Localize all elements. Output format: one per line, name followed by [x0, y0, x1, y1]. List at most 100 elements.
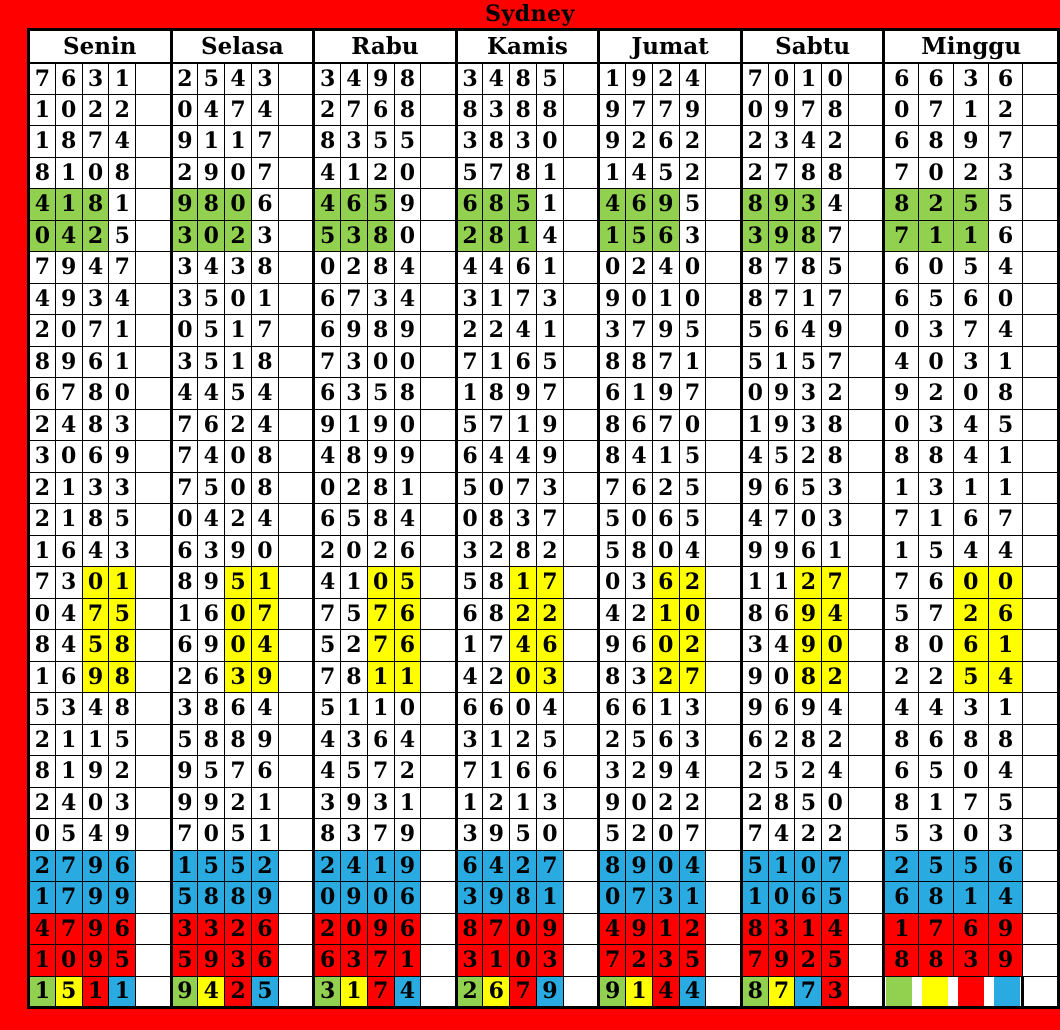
- digit-cell: 9: [536, 408, 564, 441]
- digit-cell: 7: [767, 251, 796, 284]
- digit-cell: 3: [169, 282, 199, 315]
- digit-cell: 7: [169, 440, 199, 473]
- digit-cell: 6: [767, 314, 796, 347]
- digit-cell: 1: [651, 912, 680, 945]
- digit-cell: 4: [767, 629, 796, 662]
- digit-cell: 9: [81, 944, 110, 977]
- digit-cell: 9: [224, 534, 252, 567]
- digit-cell: 4: [197, 93, 226, 126]
- digit-cell: 7: [918, 597, 954, 630]
- digit-cell: 3: [918, 471, 954, 504]
- digit-cell: 1: [767, 849, 796, 882]
- digit-cell: 5: [169, 723, 199, 756]
- digit-cell: 6: [625, 188, 653, 221]
- digit-cell: 6: [651, 125, 680, 158]
- spacer-cell: [135, 503, 173, 536]
- digit-cell: 0: [108, 377, 137, 410]
- digit-cell: 2: [625, 818, 653, 851]
- digit-cell: 0: [81, 156, 110, 189]
- digit-cell: 0: [952, 377, 989, 410]
- spacer-cell: [705, 692, 743, 725]
- spacer-cell: [1022, 471, 1060, 504]
- spacer-cell: [848, 944, 886, 977]
- digit-cell: 6: [651, 566, 680, 599]
- digit-cell: 1: [454, 786, 484, 819]
- digit-cell: 7: [366, 818, 395, 851]
- digit-cell: 4: [454, 251, 484, 284]
- spacer-cell: [848, 755, 886, 788]
- digit-cell: 5: [197, 282, 226, 315]
- spacer-cell: [135, 440, 173, 473]
- digit-cell: 9: [597, 125, 627, 158]
- spacer-cell: [1022, 597, 1060, 630]
- digit-cell: 9: [81, 881, 110, 914]
- digit-cell: 7: [482, 912, 511, 945]
- digit-cell: 6: [651, 723, 680, 756]
- spacer-cell: [420, 377, 458, 410]
- digit-cell: 5: [987, 188, 1024, 221]
- digit-cell: 6: [509, 251, 538, 284]
- spacer-cell: [277, 881, 316, 914]
- spacer-cell: [135, 62, 173, 95]
- digit-cell: 2: [918, 660, 954, 693]
- digit-cell: 6: [987, 62, 1024, 95]
- digit-cell: 5: [197, 62, 226, 95]
- digit-cell: 4: [197, 440, 226, 473]
- digit-cell: 1: [987, 471, 1024, 504]
- digit-cell: 8: [54, 125, 83, 158]
- digit-cell: 2: [536, 534, 564, 567]
- digit-cell: 0: [739, 93, 769, 126]
- spacer-cell: [705, 944, 743, 977]
- digit-cell: 6: [312, 377, 341, 410]
- digit-cell: 4: [952, 534, 989, 567]
- digit-cell: 9: [366, 912, 395, 945]
- digit-cell: 0: [794, 849, 823, 882]
- digit-cell: 2: [651, 62, 680, 95]
- digit-cell: 0: [987, 282, 1024, 315]
- digit-cell: 2: [312, 534, 341, 567]
- digit-cell: 0: [821, 629, 850, 662]
- digit-cell: 1: [536, 156, 564, 189]
- digit-cell: 2: [821, 660, 850, 693]
- digit-cell: 0: [169, 503, 199, 536]
- digit-cell: 8: [340, 660, 368, 693]
- digit-cell: 2: [821, 125, 850, 158]
- spacer-cell: [848, 786, 886, 819]
- day-header-row: Senin Selasa Rabu Kamis Jumat Sabtu Minggu: [27, 28, 1060, 64]
- spacer-cell: [1022, 723, 1060, 756]
- digit-cell: 6: [952, 629, 989, 662]
- spacer-cell: [848, 345, 886, 378]
- digit-cell: 7: [882, 156, 920, 189]
- digit-cell: 5: [340, 597, 368, 630]
- digit-cell: 1: [597, 156, 627, 189]
- digit-cell: 1: [987, 345, 1024, 378]
- digit-cell: 8: [739, 282, 769, 315]
- digit-cell: 3: [454, 534, 484, 567]
- digit-cell: 0: [918, 251, 954, 284]
- digit-cell: 4: [482, 251, 511, 284]
- digit-cell: 2: [224, 503, 252, 536]
- digit-cell: 7: [739, 62, 769, 95]
- digit-cell: 4: [54, 597, 83, 630]
- day-header-senin: Senin: [27, 28, 173, 64]
- spacer-cell: [562, 975, 601, 1008]
- digit-cell: 1: [393, 944, 422, 977]
- digit-cell: 8: [882, 188, 920, 221]
- spacer-cell: [277, 282, 316, 315]
- digit-cell: 7: [509, 975, 538, 1008]
- digit-cell: 4: [482, 62, 511, 95]
- digit-cell: 5: [739, 849, 769, 882]
- digit-cell: 8: [509, 93, 538, 126]
- digit-cell: 4: [312, 188, 341, 221]
- digit-cell: 1: [482, 755, 511, 788]
- spacer-cell: [848, 440, 886, 473]
- digit-cell: 7: [366, 597, 395, 630]
- digit-cell: 5: [651, 156, 680, 189]
- digit-cell: 1: [739, 408, 769, 441]
- spacer-cell: [848, 377, 886, 410]
- spacer-cell: [848, 912, 886, 945]
- spacer-cell: [705, 377, 743, 410]
- digit-cell: 5: [224, 377, 252, 410]
- digit-cell: 0: [882, 314, 920, 347]
